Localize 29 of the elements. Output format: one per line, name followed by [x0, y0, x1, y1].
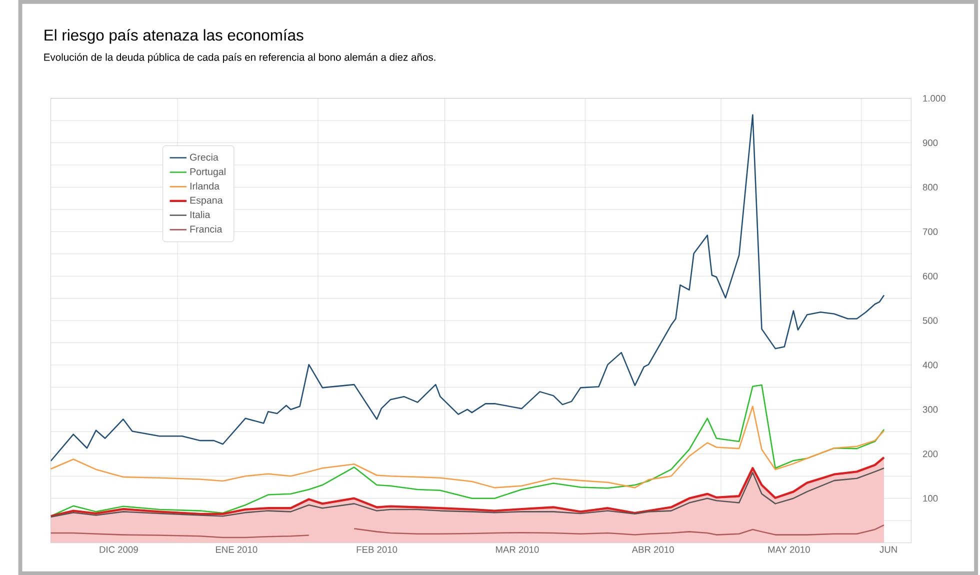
y-tick-label: 300 [922, 406, 938, 413]
legend-label: Espana [190, 196, 223, 206]
x-tick-label: FEB 2010 [356, 546, 398, 553]
y-tick-label: 1.000 [923, 94, 946, 102]
x-tick-label: JUN [880, 546, 897, 553]
y-tick-label: 100 [923, 494, 938, 502]
legend-label: Portugal [190, 168, 226, 177]
line-series [50, 384, 885, 517]
line-series [50, 467, 885, 518]
y-tick-label: 900 [922, 139, 938, 146]
y-tick-label: 500 [922, 317, 938, 324]
x-tick-label: DIC 2009 [100, 546, 138, 553]
x-tick-label: MAY 2010 [768, 546, 810, 553]
chart-title: El riesgo país atenaza las economías [44, 28, 304, 44]
x-tick-label: ABR 2010 [632, 546, 674, 553]
legend-label: Irlanda [190, 182, 220, 190]
y-tick-label: 400 [922, 362, 938, 368]
y-tick-label: 600 [922, 272, 938, 280]
chart-subtitle: Evolución de la deuda pública de cada país en referencia al bono alemán a diez años. [44, 53, 436, 63]
y-tick-label: 700 [922, 228, 938, 235]
x-tick-label: MAR 2010 [496, 546, 539, 553]
legend-label: Francia [190, 225, 222, 232]
legend-label: Italia [190, 210, 210, 218]
line-series [50, 114, 885, 462]
line-series [50, 406, 885, 488]
y-tick-label: 200 [922, 450, 938, 458]
x-tick-label: ENE 2010 [216, 546, 258, 553]
legend-label: Grecia [190, 153, 218, 161]
y-tick-label: 800 [922, 184, 938, 190]
